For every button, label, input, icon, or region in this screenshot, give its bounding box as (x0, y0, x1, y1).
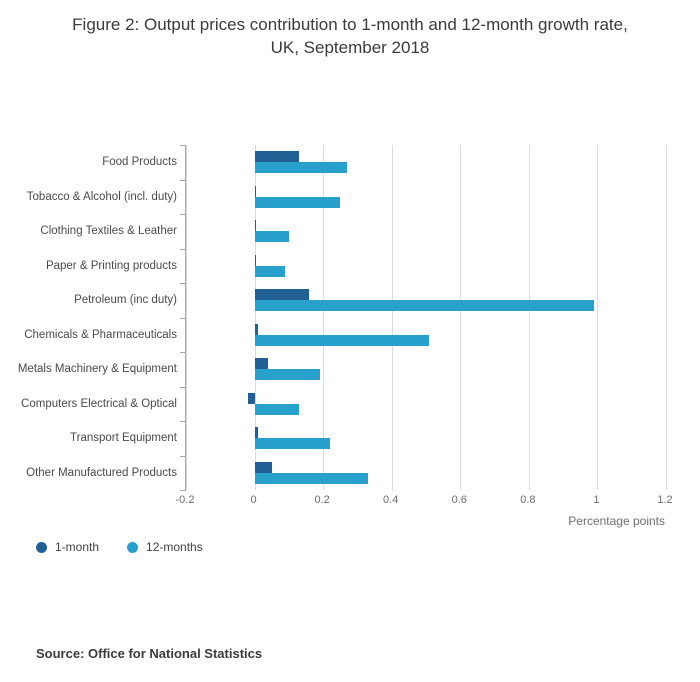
gridline (391, 145, 393, 490)
y-axis-tick (180, 248, 186, 250)
category-label: Food Products (102, 156, 177, 169)
source-note: Source: Office for National Statistics (36, 646, 263, 661)
bar-12-months (254, 472, 368, 484)
x-axis-ticks: -0.2 0 0.2 0.4 0.6 0.8 1 1.2 (176, 494, 673, 510)
category-label: Clothing Textiles & Leather (40, 225, 177, 238)
bar-12-months (254, 162, 348, 174)
bar-12-months (254, 334, 430, 346)
x-axis-title: Percentage points (568, 514, 665, 528)
y-axis-tick (180, 421, 186, 422)
category-label: Computers Electrical & Optical (21, 397, 177, 410)
bar-12-months (254, 196, 341, 208)
bar-1-month (254, 323, 258, 335)
gridline (666, 145, 667, 490)
x-tick-label: -0.2 (175, 494, 195, 506)
chart-title-line1: Figure 2: Output prices contribution to … (72, 15, 628, 34)
bar-1-month (254, 358, 269, 370)
legend-marker-12-months (127, 541, 139, 553)
y-axis-tick (180, 386, 186, 388)
gridline (186, 145, 187, 490)
bar-1-month (247, 392, 255, 404)
y-axis-tick (180, 317, 186, 319)
category-label: Transport Equipment (70, 432, 177, 445)
gridline (528, 145, 530, 490)
legend-label: 12-months (146, 540, 203, 554)
y-axis-tick (180, 283, 186, 284)
category-label: Other Manufactured Products (26, 466, 177, 479)
bar-12-months (254, 300, 594, 312)
x-tick-label: 1.2 (657, 494, 673, 506)
y-axis-tick (180, 214, 186, 215)
x-tick-label: 0.6 (451, 494, 467, 506)
gridline (597, 145, 599, 490)
x-tick-label: 0.4 (383, 494, 399, 506)
category-label: Paper & Printing products (45, 259, 177, 272)
bar-1-month (254, 289, 310, 301)
bar-12-months (254, 231, 289, 243)
legend-marker-1-month (36, 541, 47, 553)
gridline (254, 145, 256, 490)
bar-1-month (254, 427, 258, 439)
y-axis-tick (180, 179, 186, 181)
bar-12-months (254, 265, 286, 277)
category-label: Tobacco & Alcohol (incl. duty) (26, 190, 177, 203)
legend-item-1-month[interactable]: 1-month (36, 540, 99, 554)
category-label: Metals Machinery & Equipment (17, 363, 177, 376)
bar-1-month (254, 461, 272, 473)
chart-title: Figure 2: Output prices contribution to … (20, 13, 680, 60)
legend-label: 1-month (55, 540, 100, 554)
y-axis-tick (180, 455, 186, 457)
bar-1-month (254, 254, 256, 266)
bar-12-months (254, 403, 300, 415)
category-label: Chemicals & Pharmaceuticals (24, 328, 177, 341)
y-axis-tick (180, 352, 186, 353)
chart-title-line2: UK, September 2018 (270, 38, 430, 58)
x-tick-label: 0.8 (520, 494, 536, 506)
bar-1-month (254, 151, 300, 163)
x-tick-label: 0 (250, 494, 257, 506)
x-tick-label: 0.2 (314, 494, 330, 506)
bar-1-month (254, 185, 256, 197)
legend: 1-month 12-months (36, 540, 203, 554)
bar-12-months (254, 369, 320, 381)
gridline (460, 145, 462, 490)
legend-item-12-months[interactable]: 12-months (127, 540, 203, 554)
y-axis-labels: Food Products Tobacco & Alcohol (incl. du… (0, 145, 177, 490)
gridline (323, 145, 325, 490)
y-axis-tick (180, 490, 186, 491)
plot-area (180, 145, 667, 491)
y-axis-tick (180, 145, 186, 146)
bar-12-months (254, 438, 330, 450)
x-tick-label: 1 (593, 494, 600, 506)
bar-1-month (254, 220, 256, 232)
category-label: Petroleum (inc duty) (74, 294, 177, 307)
